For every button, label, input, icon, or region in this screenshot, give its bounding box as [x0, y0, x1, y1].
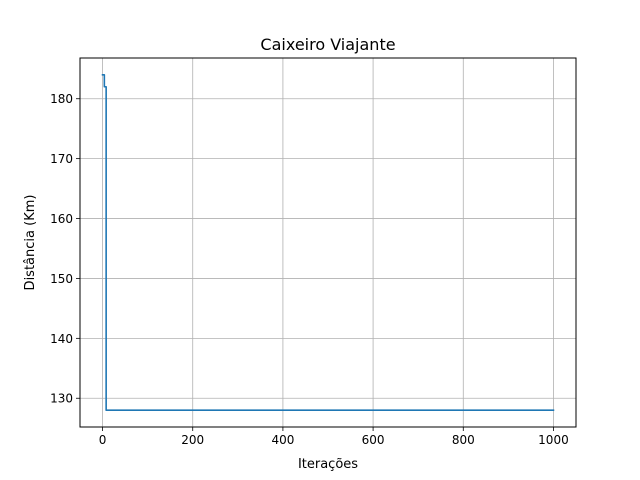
- y-axis-ticks: 130 140 150 160 170 180: [50, 92, 80, 406]
- plot-frame: [79, 57, 577, 428]
- y-tick-label: 130: [50, 392, 73, 406]
- series-line: [101, 73, 555, 412]
- x-tick-label: 1000: [538, 433, 569, 447]
- y-tick-label: 160: [50, 212, 73, 226]
- x-tick-label: 0: [99, 433, 107, 447]
- x-axis-ticks: 0 200 400 600 800 1000: [99, 427, 569, 447]
- x-tick-label: 600: [362, 433, 385, 447]
- y-tick-label: 170: [50, 152, 73, 166]
- x-axis-label: Iterações: [298, 457, 358, 472]
- y-tick-label: 140: [50, 332, 73, 346]
- x-tick-label: 400: [271, 433, 294, 447]
- grid: [80, 58, 576, 427]
- y-tick-label: 180: [50, 92, 73, 106]
- y-axis-label: Distância (Km): [23, 195, 38, 291]
- plot-series: [101, 73, 555, 412]
- x-tick-label: 200: [181, 433, 204, 447]
- x-tick-label: 800: [452, 433, 475, 447]
- chart-title: Caixeiro Viajante: [260, 35, 395, 54]
- y-tick-label: 150: [50, 272, 73, 286]
